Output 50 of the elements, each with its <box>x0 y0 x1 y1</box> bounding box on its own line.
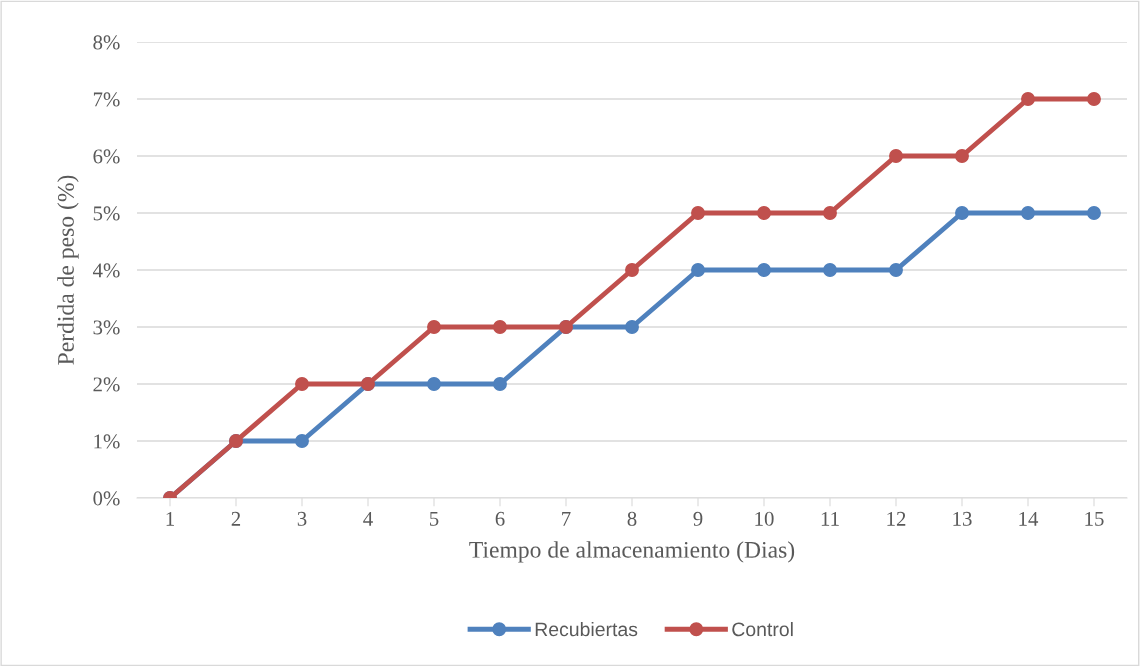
point <box>889 149 903 163</box>
x-tick-label: 1 <box>166 511 174 526</box>
y-tick-label: 1% <box>94 434 120 449</box>
y-tick-label: 8% <box>93 35 120 50</box>
y-tick-label: 0% <box>93 491 120 506</box>
y-tick-label: 6% <box>93 149 120 164</box>
x-tick-label: 13 <box>953 511 972 526</box>
point <box>295 377 309 391</box>
point <box>1087 206 1101 220</box>
y-tick-label: 5% <box>93 206 120 221</box>
y-tick-label: 3% <box>93 320 120 335</box>
y-tick-label: 2% <box>93 377 120 392</box>
point <box>427 377 441 391</box>
x-tick-label: 8 <box>627 511 637 526</box>
x-tick-label: 10 <box>755 511 774 526</box>
legend-label: Recubiertas <box>535 621 638 637</box>
point <box>625 263 639 277</box>
point <box>295 434 309 448</box>
x-tick-label: 12 <box>887 511 906 526</box>
point <box>625 320 639 334</box>
point <box>1021 92 1035 106</box>
x-tick-label: 7 <box>562 512 571 526</box>
legend-label: Control <box>732 621 793 637</box>
point <box>889 263 903 277</box>
y-axis-title: Perdida de peso (%) <box>57 175 79 365</box>
point <box>493 377 507 391</box>
point <box>1087 92 1101 106</box>
point <box>955 149 969 163</box>
point <box>757 263 771 277</box>
x-axis-title: Tiempo de almacenamiento (Dias) <box>469 541 795 563</box>
x-tick-label: 6 <box>495 511 505 526</box>
point <box>1021 206 1035 220</box>
x-tick-label: 15 <box>1085 511 1104 526</box>
x-tick-label: 4 <box>363 511 373 526</box>
point <box>757 206 771 220</box>
x-tick-label: 9 <box>693 511 703 526</box>
point <box>691 206 705 220</box>
point <box>955 206 969 220</box>
x-tick-label: 11 <box>821 511 839 526</box>
point <box>823 263 837 277</box>
x-tick-label: 2 <box>231 511 241 526</box>
x-tick-label: 14 <box>1019 511 1039 526</box>
x-tick-label: 3 <box>297 511 307 526</box>
y-tick-label: 4% <box>92 263 120 278</box>
point <box>691 263 705 277</box>
point <box>823 206 837 220</box>
point <box>427 320 441 334</box>
y-tick-label: 7% <box>93 92 120 107</box>
x-tick-label: 5 <box>430 512 439 526</box>
point <box>493 320 507 334</box>
